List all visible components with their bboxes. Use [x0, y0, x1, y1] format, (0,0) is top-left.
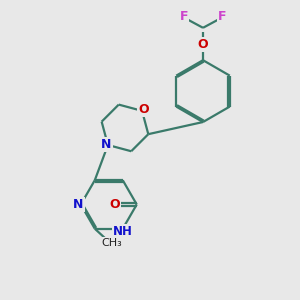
Text: O: O — [138, 103, 149, 116]
Text: N: N — [101, 139, 112, 152]
Text: N: N — [73, 198, 84, 211]
Text: O: O — [198, 38, 208, 51]
Text: F: F — [218, 10, 226, 22]
Text: F: F — [180, 10, 188, 22]
Text: NH: NH — [113, 225, 133, 238]
Text: CH₃: CH₃ — [101, 238, 122, 248]
Text: O: O — [109, 198, 120, 211]
